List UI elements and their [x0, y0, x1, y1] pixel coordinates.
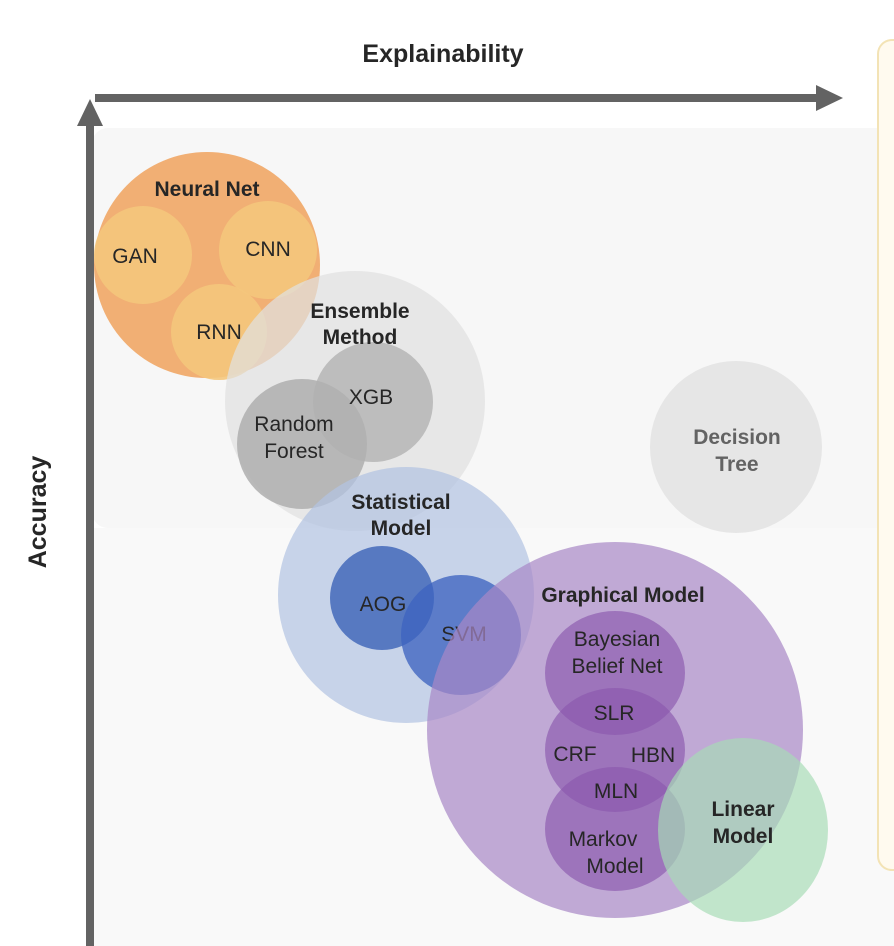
- crf-label: CRF: [553, 743, 596, 766]
- slr-label: SLR: [594, 702, 635, 725]
- statistical-model-label-line2: Model: [371, 517, 432, 540]
- mln-label: MLN: [594, 780, 638, 803]
- y-axis-arrowhead: [77, 99, 103, 126]
- decision-tree-label-line2: Tree: [715, 453, 758, 476]
- bayesian-label-line1: Bayesian: [574, 628, 660, 651]
- y-axis-label: Accuracy: [24, 456, 52, 569]
- linear-model-label-line1: Linear: [711, 798, 774, 821]
- ensemble-method-group: Ensemble Method XGB Random Forest: [225, 271, 485, 531]
- y-axis: [77, 99, 103, 946]
- ensemble-method-label-line1: Ensemble: [310, 300, 409, 323]
- cnn-circle: [219, 201, 317, 299]
- hbn-label: HBN: [631, 744, 675, 767]
- x-axis-arrowhead: [816, 85, 843, 111]
- linear-model-label-line2: Model: [713, 825, 774, 848]
- decision-tree-label-line1: Decision: [693, 426, 781, 449]
- x-axis-label: Explainability: [362, 40, 523, 68]
- ensemble-method-label-line2: Method: [323, 326, 398, 349]
- random-forest-label-line2: Forest: [264, 440, 324, 463]
- linear-model-group: Linear Model: [658, 738, 828, 922]
- markov-model-label-line1: Markov: [569, 828, 638, 851]
- linear-model-circle: [658, 738, 828, 922]
- decision-tree-circle: [650, 361, 822, 533]
- aog-label: AOG: [360, 593, 407, 616]
- bayesian-label-line2: Belief Net: [571, 655, 662, 678]
- right-edge-panel: [877, 39, 894, 871]
- rnn-label: RNN: [196, 321, 242, 344]
- x-axis: [95, 85, 843, 111]
- markov-model-circle: [545, 767, 685, 891]
- cnn-label: CNN: [245, 238, 291, 261]
- decision-tree-group: Decision Tree: [650, 361, 822, 533]
- graphical-model-label: Graphical Model: [541, 584, 704, 607]
- xgb-label: XGB: [349, 386, 393, 409]
- neural-net-label: Neural Net: [154, 178, 259, 201]
- markov-model-label-line2: Model: [586, 855, 643, 878]
- random-forest-label-line1: Random: [254, 413, 333, 436]
- gan-label: GAN: [112, 245, 158, 268]
- gan-circle: [94, 206, 192, 304]
- statistical-model-label-line1: Statistical: [351, 491, 450, 514]
- random-forest-circle: [237, 379, 367, 509]
